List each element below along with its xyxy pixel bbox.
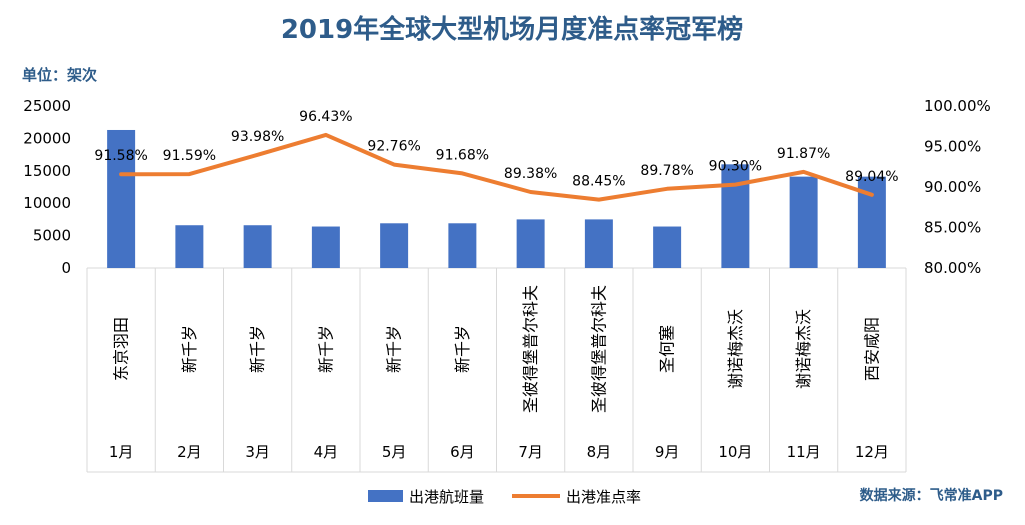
legend-bar-swatch [368, 490, 403, 502]
point-label: 91.68% [436, 147, 489, 163]
category-grid [86, 267, 907, 473]
month-label: 8月 [587, 443, 612, 461]
point-label: 89.78% [640, 163, 693, 179]
airport-label: 新千岁 [248, 325, 267, 373]
airport-label: 新千岁 [180, 325, 199, 373]
bar [243, 225, 272, 268]
bar [380, 223, 409, 268]
month-label: 10月 [718, 443, 752, 461]
line-series: 91.58% 91.59% 93.98% 96.43% 92.76% 91.68% 89.3… [94, 109, 899, 202]
month-label: 5月 [382, 443, 407, 461]
data-source: 数据来源：飞常准APP [860, 487, 1003, 504]
left-axis-ticks: 0 5000 10000 15000 20000 25000 [23, 97, 71, 277]
left-tick-label: 15000 [23, 162, 71, 180]
airport-label: 西安咸阳 [862, 317, 881, 381]
bar [448, 223, 477, 268]
point-label: 93.98% [231, 129, 284, 145]
unit-label: 单位：架次 [22, 66, 97, 84]
point-label: 92.76% [367, 139, 420, 155]
airport-label: 东京羽田 [112, 317, 131, 381]
bar [789, 176, 818, 268]
month-label: 4月 [314, 443, 339, 461]
right-tick-label: 95.00% [924, 138, 981, 156]
legend-line-label: 出港准点率 [566, 488, 641, 506]
bar [653, 226, 682, 268]
airport-label: 圣彼得堡普尔科夫 [521, 285, 540, 413]
airport-label: 新千岁 [385, 325, 404, 373]
point-label: 89.38% [504, 166, 557, 182]
bar [721, 164, 750, 268]
legend-bar-label: 出港航班量 [409, 488, 484, 506]
bar [107, 129, 136, 268]
left-tick-label: 25000 [23, 97, 71, 115]
left-tick-label: 10000 [23, 194, 71, 212]
right-axis-ticks: 80.00% 85.00% 90.00% 95.00% 100.00% [924, 97, 991, 277]
left-tick-label: 5000 [33, 227, 71, 245]
month-label: 9月 [655, 443, 680, 461]
airport-label: 谢诺梅杰沃 [794, 309, 813, 389]
airport-label: 新千岁 [316, 325, 335, 373]
legend: 出港航班量 出港准点率 [368, 488, 641, 506]
bar [584, 219, 613, 268]
month-label: 11月 [787, 443, 821, 461]
month-label: 12月 [855, 443, 889, 461]
left-tick-label: 20000 [23, 129, 71, 147]
point-label: 89.04% [845, 169, 898, 185]
right-tick-label: 90.00% [924, 178, 981, 196]
right-tick-label: 85.00% [924, 219, 981, 237]
chart-title: 2019年全球大型机场月度准点率冠军榜 [281, 14, 743, 45]
point-label: 90.30% [709, 159, 762, 175]
airport-label: 新千岁 [453, 325, 472, 373]
point-label: 91.59% [163, 148, 216, 164]
point-label: 96.43% [299, 109, 352, 125]
airport-label: 谢诺梅杰沃 [726, 309, 745, 389]
point-label: 91.58% [94, 148, 147, 164]
month-label: 1月 [109, 443, 134, 461]
line-path [119, 132, 874, 202]
right-tick-label: 80.00% [924, 259, 981, 277]
month-label: 6月 [450, 443, 475, 461]
airport-label: 圣何塞 [658, 325, 677, 373]
bar [516, 219, 545, 268]
left-tick-label: 0 [61, 259, 71, 277]
month-label: 7月 [518, 443, 543, 461]
bar [175, 225, 204, 268]
airport-label: 圣彼得堡普尔科夫 [589, 285, 608, 413]
right-tick-label: 100.00% [924, 97, 991, 115]
category-labels: 东京羽田 1月 新千岁 2月 新千岁 3月 新千岁 4月 新千岁 5月 新千岁 6月 圣彼得堡普尔科夫 7… [109, 285, 889, 461]
month-label: 2月 [177, 443, 202, 461]
bar-series [107, 129, 886, 268]
point-label: 91.87% [777, 146, 830, 162]
bar [311, 226, 340, 268]
month-label: 3月 [245, 443, 270, 461]
point-label: 88.45% [572, 174, 625, 190]
